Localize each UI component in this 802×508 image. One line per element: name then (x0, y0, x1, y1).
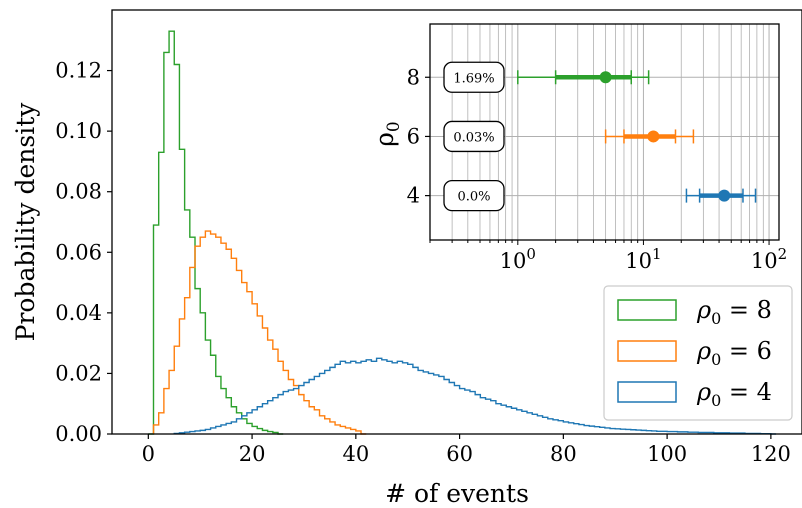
inset-x-tick-label: 100 (500, 245, 536, 273)
inset-y-axis-label: ρ0 (370, 121, 404, 147)
percentage-badge-box (443, 120, 505, 153)
inset-errorbar-plot: 1.69% 0.03% 0.0% 100 101 102 4 6 8 ρ0 (370, 23, 787, 273)
inset-points (517, 70, 757, 203)
inset-axes-frame (429, 23, 780, 241)
main-histogram: 0 20 40 60 80 100 120 0.00 0.02 0.04 0.06 0.08 0.10… (11, 9, 802, 508)
inset-y-ticks: 4 6 8 (407, 65, 430, 208)
main-x-tick-label: 0 (142, 442, 155, 466)
percentage-badge-box (443, 179, 505, 212)
percentage-badge: 0.0% (443, 179, 505, 212)
percentage-badge-text: 1.69% (453, 71, 494, 86)
main-y-axis-label: Probability density (11, 102, 40, 342)
histogram-series-group (148, 30, 777, 435)
main-y-tick-label: 0.04 (55, 301, 102, 325)
main-x-tick-label: 100 (647, 442, 687, 466)
main-x-tick-label: 80 (550, 442, 577, 466)
histogram-series-1 (152, 230, 367, 435)
histogram-series-2 (173, 357, 777, 435)
inset-x-tick-label: 101 (625, 245, 661, 273)
errorbar-center-marker (647, 130, 660, 143)
main-x-tick-label: 120 (751, 442, 791, 466)
percentage-badge-box (443, 61, 505, 93)
percentage-badge: 0.03% (443, 120, 505, 153)
inset-x-tick-label: 102 (751, 245, 787, 273)
errorbar-center-marker (718, 189, 731, 202)
legend: ρ0 = 8 ρ0 = 6 ρ0 = 4 (603, 285, 793, 421)
legend-items: ρ0 = 8 ρ0 = 6 ρ0 = 4 (617, 296, 772, 410)
main-x-axis-label: # of events (385, 479, 529, 508)
main-y-ticks: 0.00 0.02 0.04 0.06 0.08 0.10 0.12 (55, 59, 112, 446)
main-y-tick-label: 0.06 (55, 240, 102, 264)
main-y-tick-label: 0.10 (55, 119, 102, 143)
main-x-ticks: 0 20 40 60 80 100 120 (142, 434, 791, 466)
main-axes-frame (111, 9, 802, 435)
main-y-tick-label: 0.00 (55, 422, 102, 446)
main-x-tick-label: 40 (342, 442, 369, 466)
legend-label: ρ0 = 6 (696, 337, 772, 369)
percentage-badge: 1.69% (443, 61, 505, 93)
inset-y-tick-label: 8 (407, 65, 420, 89)
inset-x-ticks: 100 101 102 (429, 240, 787, 273)
legend-label: ρ0 = 8 (696, 296, 772, 328)
main-x-tick-label: 20 (239, 442, 266, 466)
legend-swatch (617, 340, 677, 362)
legend-swatch (617, 299, 677, 321)
main-y-tick-label: 0.02 (55, 361, 102, 385)
main-y-tick-label: 0.08 (55, 180, 102, 204)
main-x-tick-label: 60 (446, 442, 473, 466)
errorbar-center-marker (599, 71, 612, 84)
inset-y-tick-label: 6 (407, 124, 420, 148)
errorbar-point-rho-4 (685, 188, 757, 203)
legend-label: ρ0 = 4 (696, 378, 772, 410)
inset-grid (429, 24, 779, 240)
errorbar-point-rho-8 (517, 70, 650, 85)
percentage-badge-text: 0.03% (453, 130, 494, 145)
inset-y-tick-label: 4 (407, 184, 420, 208)
legend-swatch (617, 381, 677, 403)
percentage-badge-text: 0.0% (457, 190, 490, 205)
errorbar-point-rho-6 (604, 129, 695, 144)
inset-badges: 1.69% 0.03% 0.0% (443, 61, 505, 212)
histogram-series-0 (148, 30, 284, 435)
main-y-tick-label: 0.12 (55, 59, 102, 83)
